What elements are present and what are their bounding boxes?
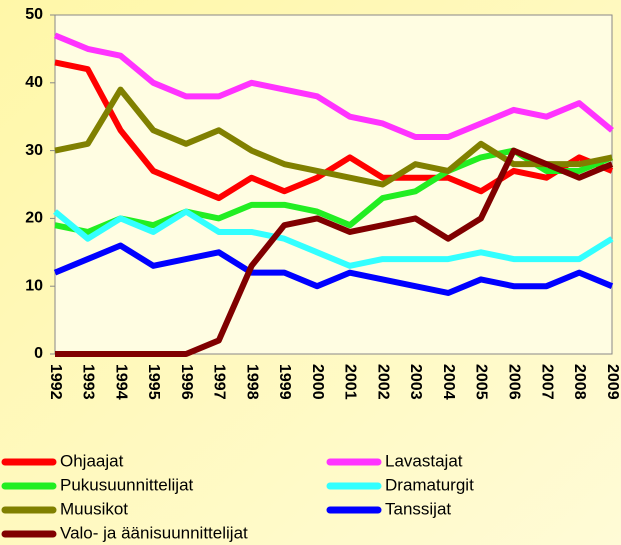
x-tick-label: 1996 bbox=[178, 364, 195, 400]
y-tick-label: 20 bbox=[25, 210, 43, 227]
x-tick-label: 1997 bbox=[211, 364, 228, 400]
legend-label: Dramaturgit bbox=[385, 475, 474, 494]
x-tick-label: 2003 bbox=[407, 364, 424, 400]
legend-label: Tanssijat bbox=[385, 499, 451, 518]
x-tick-label: 2009 bbox=[604, 364, 621, 400]
x-tick-label: 1993 bbox=[80, 364, 97, 400]
legend-label: Muusikot bbox=[60, 499, 128, 518]
series-line bbox=[54, 59, 614, 202]
plot-area bbox=[54, 14, 613, 355]
x-tick-label: 2001 bbox=[342, 364, 359, 400]
x-tick-label: 2007 bbox=[538, 364, 555, 400]
legend-label: Lavastajat bbox=[385, 451, 463, 470]
y-tick-label: 40 bbox=[25, 74, 43, 91]
x-tick-label: 1998 bbox=[243, 364, 260, 400]
series-line bbox=[53, 242, 614, 296]
y-tick-label: 50 bbox=[25, 6, 43, 23]
x-tick-label: 2008 bbox=[571, 364, 588, 400]
series-line bbox=[53, 208, 614, 269]
x-tick-label: 2002 bbox=[374, 364, 391, 400]
series-line bbox=[54, 86, 613, 188]
x-tick-label: 1994 bbox=[112, 364, 129, 400]
y-tick-label: 30 bbox=[25, 142, 43, 159]
x-tick-label: 1999 bbox=[276, 364, 293, 400]
x-tick-label: 2004 bbox=[440, 364, 457, 400]
series-line bbox=[55, 147, 614, 357]
y-tick-label: 10 bbox=[25, 277, 43, 294]
x-tick-label: 2000 bbox=[309, 364, 326, 400]
legend-label: Valo- ja äänisuunnittelijat bbox=[60, 523, 248, 542]
x-tick-label: 1995 bbox=[145, 364, 162, 400]
x-tick-label: 1992 bbox=[47, 364, 64, 400]
x-tick-label: 2005 bbox=[473, 364, 490, 400]
legend-label: Ohjaajat bbox=[60, 451, 124, 470]
series-line bbox=[53, 32, 614, 141]
legend-label: Pukusuunnittelijat bbox=[60, 475, 194, 494]
y-tick-label: 0 bbox=[34, 345, 43, 362]
x-tick-label: 2006 bbox=[505, 364, 522, 400]
